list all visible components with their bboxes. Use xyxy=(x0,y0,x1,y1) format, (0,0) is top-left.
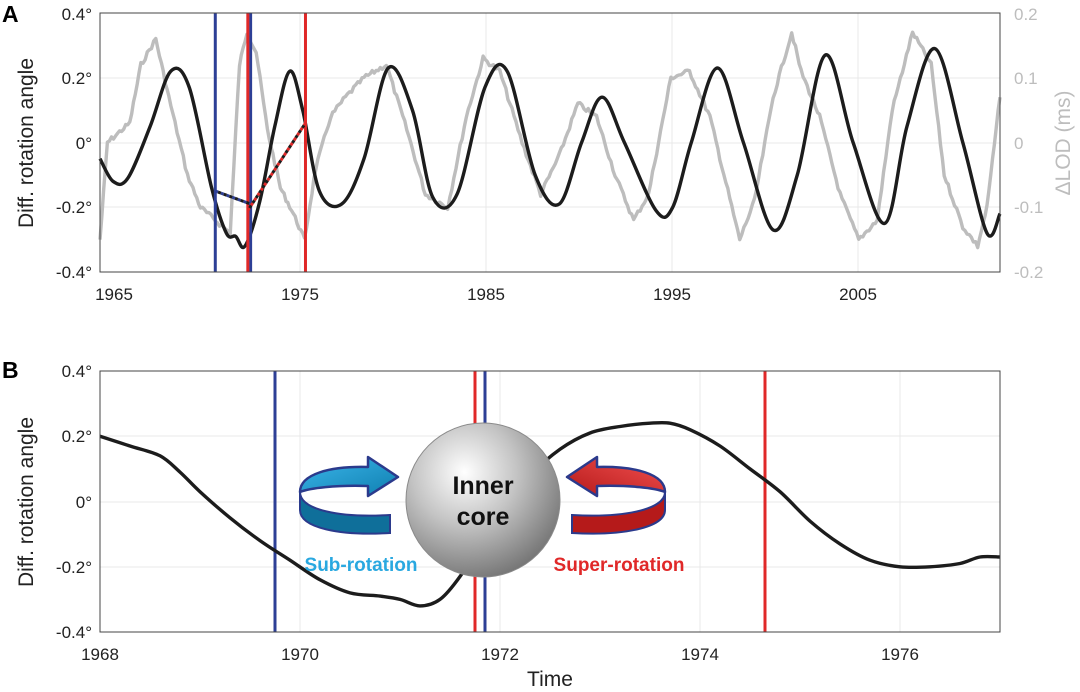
right-y-tick-label: 0.1 xyxy=(1014,69,1038,88)
panel-a: A 0.4° 0.2° 0° -0.2° -0.4° 0.2 0.1 xyxy=(2,1,1075,304)
y-tick-label: -0.4° xyxy=(56,263,92,282)
panel-b-x-ticks: 1968 1970 1972 1974 1976 xyxy=(81,645,919,664)
right-y-tick-label: 0 xyxy=(1014,134,1023,153)
y-tick-label: -0.2° xyxy=(56,198,92,217)
panel-a-dotted-links xyxy=(214,122,307,212)
x-tick-label: 1965 xyxy=(95,285,133,304)
panel-a-right-axis-label: ΔLOD (ms) xyxy=(1052,90,1075,195)
y-tick-label: 0° xyxy=(76,134,92,153)
x-tick-label: 1985 xyxy=(467,285,505,304)
x-tick-label: 1968 xyxy=(81,645,119,664)
panel-a-frame xyxy=(99,12,1001,273)
dotted-link-line xyxy=(246,122,307,212)
super-rotation-arrow-icon xyxy=(565,455,667,535)
inner-core-label-line2: core xyxy=(457,503,510,531)
inner-core-label-line1: Inner xyxy=(452,472,513,500)
panel-a-x-ticks: 1965 1975 1985 1995 2005 xyxy=(95,285,877,304)
right-y-tick-label: -0.1 xyxy=(1014,198,1043,217)
lod-series-line xyxy=(98,30,1002,250)
y-tick-label: -0.4° xyxy=(56,623,92,642)
x-tick-label: 1970 xyxy=(281,645,319,664)
panel-b-y-axis-label: Diff. rotation angle xyxy=(15,417,38,587)
x-tick-label: 1975 xyxy=(281,285,319,304)
panel-b-frame xyxy=(99,370,1001,633)
x-tick-label: 1976 xyxy=(881,645,919,664)
panel-b: B Inner core xyxy=(2,357,1001,691)
inner-core-illustration: Inner core Sub-rotation Super-rotation xyxy=(298,422,685,578)
y-tick-label: 0.2° xyxy=(62,427,92,446)
super-rotation-label: Super-rotation xyxy=(554,555,685,576)
panel-a-event-markers xyxy=(213,13,307,272)
x-tick-label: 2005 xyxy=(839,285,877,304)
panel-a-y-axis-label: Diff. rotation angle xyxy=(15,58,38,228)
y-tick-label: 0.4° xyxy=(62,5,92,24)
inner-core-sphere xyxy=(405,422,561,578)
x-tick-label: 1995 xyxy=(653,285,691,304)
right-y-tick-label: -0.2 xyxy=(1014,263,1043,282)
y-tick-label: 0.4° xyxy=(62,362,92,381)
panel-b-letter: B xyxy=(2,357,19,383)
dotted-link-line xyxy=(214,189,252,206)
panel-b-x-axis-label: Time xyxy=(527,668,573,691)
panel-a-right-ticks: 0.2 0.1 0 -0.1 -0.2 xyxy=(1014,5,1043,282)
panel-a-y-ticks: 0.4° 0.2° 0° -0.2° -0.4° xyxy=(56,5,92,282)
y-tick-label: 0° xyxy=(76,493,92,512)
right-y-tick-label: 0.2 xyxy=(1014,5,1038,24)
y-tick-label: 0.2° xyxy=(62,69,92,88)
panel-b-y-ticks: 0.4° 0.2° 0° -0.2° -0.4° xyxy=(56,362,92,642)
rotation-angle-series-line xyxy=(98,46,1002,250)
sub-rotation-arrow-icon xyxy=(298,455,400,535)
panel-b-grid xyxy=(100,371,1000,632)
y-tick-label: -0.2° xyxy=(56,558,92,577)
panel-a-letter: A xyxy=(2,1,19,27)
x-tick-label: 1974 xyxy=(681,645,719,664)
sub-rotation-label: Sub-rotation xyxy=(305,555,418,576)
x-tick-label: 1972 xyxy=(481,645,519,664)
panel-a-plot xyxy=(98,13,1002,272)
